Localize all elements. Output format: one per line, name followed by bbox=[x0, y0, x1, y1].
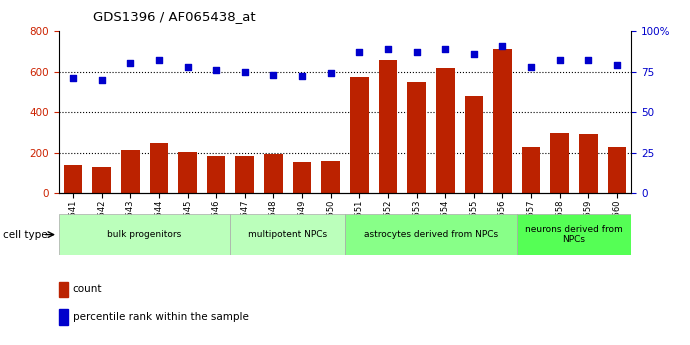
Point bbox=[210, 67, 221, 73]
Point bbox=[96, 77, 107, 82]
Bar bbox=[59, 214, 230, 255]
Point bbox=[239, 69, 250, 74]
Point bbox=[583, 58, 594, 63]
Bar bbox=[436, 68, 455, 193]
Text: GDS1396 / AF065438_at: GDS1396 / AF065438_at bbox=[93, 10, 256, 23]
Bar bbox=[230, 214, 345, 255]
Bar bbox=[350, 77, 368, 193]
Point bbox=[382, 46, 393, 52]
Point bbox=[554, 58, 565, 63]
Bar bbox=[150, 142, 168, 193]
Bar bbox=[379, 60, 397, 193]
Bar bbox=[345, 214, 517, 255]
Point bbox=[354, 49, 365, 55]
Bar bbox=[608, 147, 627, 193]
Point bbox=[469, 51, 480, 57]
Bar bbox=[59, 309, 68, 325]
Bar bbox=[407, 82, 426, 193]
Text: bulk progenitors: bulk progenitors bbox=[108, 230, 181, 239]
Bar bbox=[551, 134, 569, 193]
Bar bbox=[92, 167, 111, 193]
Point bbox=[611, 62, 622, 68]
Point bbox=[297, 74, 308, 79]
Bar bbox=[517, 214, 631, 255]
Point bbox=[268, 72, 279, 78]
Bar bbox=[293, 162, 311, 193]
Bar bbox=[322, 161, 340, 193]
Point bbox=[68, 75, 79, 81]
Text: count: count bbox=[73, 284, 102, 294]
Text: multipotent NPCs: multipotent NPCs bbox=[248, 230, 327, 239]
Point bbox=[411, 49, 422, 55]
Bar bbox=[121, 150, 139, 193]
Text: astrocytes derived from NPCs: astrocytes derived from NPCs bbox=[364, 230, 498, 239]
Bar bbox=[522, 147, 540, 193]
Bar bbox=[59, 282, 68, 297]
Point bbox=[182, 64, 193, 69]
Text: neurons derived from
NPCs: neurons derived from NPCs bbox=[525, 225, 623, 244]
Text: percentile rank within the sample: percentile rank within the sample bbox=[73, 312, 248, 322]
Bar bbox=[493, 49, 512, 193]
Point bbox=[497, 43, 508, 48]
Bar bbox=[579, 135, 598, 193]
Bar bbox=[464, 96, 483, 193]
Bar bbox=[207, 156, 226, 193]
Point bbox=[526, 64, 537, 69]
Point bbox=[440, 46, 451, 52]
Text: cell type: cell type bbox=[3, 230, 48, 239]
Bar bbox=[178, 152, 197, 193]
Point bbox=[125, 61, 136, 66]
Point bbox=[153, 58, 164, 63]
Bar bbox=[264, 154, 283, 193]
Point bbox=[325, 70, 336, 76]
Bar bbox=[235, 156, 254, 193]
Bar bbox=[63, 165, 82, 193]
